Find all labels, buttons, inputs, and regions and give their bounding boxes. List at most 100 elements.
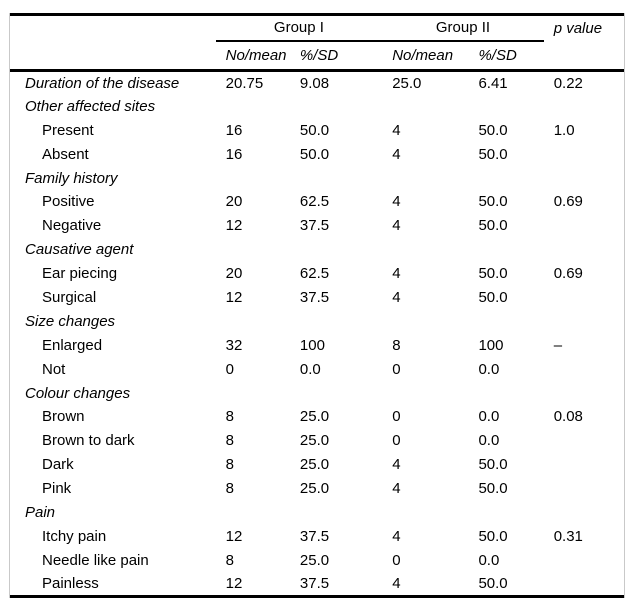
row-label: Ear piecing — [42, 265, 118, 283]
cell-value — [468, 381, 543, 405]
cell-value: 0.69 — [553, 193, 583, 211]
group-header-row: Group I Group II p value — [10, 14, 624, 42]
cell-value — [468, 501, 543, 525]
subheader-pct-sd-group1: %/SD — [299, 46, 339, 64]
cell-value: 4 — [392, 574, 401, 592]
table-row: Not 0 0.0 0 0.0 — [10, 357, 624, 381]
cell-value — [544, 94, 624, 118]
cell-value: 25.0 — [299, 456, 330, 474]
cell-value: 8 — [225, 551, 234, 569]
cell-value: 0 — [225, 360, 234, 378]
cell-value — [544, 548, 624, 572]
cell-value: 8 — [225, 456, 234, 474]
table-row: Colour changes — [10, 381, 624, 405]
cell-value — [216, 166, 290, 190]
cell-value: 8 — [392, 336, 401, 354]
cell-value: 50.0 — [478, 265, 508, 283]
cell-value — [290, 238, 382, 262]
cell-value: 50.0 — [478, 193, 508, 211]
cell-value — [290, 309, 382, 333]
cell-value — [544, 142, 624, 166]
cell-value: 100 — [299, 336, 325, 354]
row-label: Duration of the disease — [10, 69, 216, 95]
cell-value — [544, 357, 624, 381]
table-row: Other affected sites — [10, 94, 624, 118]
row-label: Needle like pain — [42, 551, 149, 569]
empty-header-cell — [10, 41, 216, 71]
cell-value: 4 — [392, 288, 401, 306]
table-row: Absent 16 50.0 4 50.0 — [10, 142, 624, 166]
row-label: Not — [42, 360, 66, 378]
cell-value: 0 — [392, 408, 401, 426]
cell-value — [544, 501, 624, 525]
cell-value — [468, 166, 543, 190]
cell-value — [544, 429, 624, 453]
row-label: Size changes — [25, 312, 116, 330]
table-row: Enlarged 32 100 8 100 – — [10, 333, 624, 357]
cell-value — [468, 94, 543, 118]
cell-value — [468, 309, 543, 333]
cell-value: 37.5 — [299, 217, 330, 235]
cell-value: 0.69 — [553, 265, 583, 283]
row-label: Surgical — [42, 288, 97, 306]
cell-value — [544, 286, 624, 310]
cell-value — [290, 381, 382, 405]
cell-value: 4 — [392, 145, 401, 163]
cell-value — [216, 381, 290, 405]
cell-value: 20 — [225, 193, 243, 211]
cell-value: 0.08 — [553, 408, 583, 426]
cell-value — [382, 166, 468, 190]
cell-value: 4 — [392, 217, 401, 235]
table-row: Present 16 50.0 4 50.0 1.0 — [10, 118, 624, 142]
cell-value: 100 — [478, 336, 504, 354]
table-body: Duration of the disease 20.75 9.08 25.0 … — [10, 69, 624, 597]
cell-value: 6.41 — [468, 69, 544, 95]
row-label: Absent — [42, 145, 89, 163]
cell-value: 50.0 — [478, 456, 508, 474]
cell-value — [290, 166, 382, 190]
cell-value: 50.0 — [478, 145, 508, 163]
subheader-pct-sd-group2: %/SD — [478, 46, 517, 64]
cell-value: 16 — [225, 145, 243, 163]
cell-value: 8 — [225, 480, 234, 498]
group2-header: Group II — [382, 14, 544, 42]
cell-value: 62.5 — [299, 193, 330, 211]
table-row: Negative 12 37.5 4 50.0 — [10, 214, 624, 238]
cell-value — [216, 94, 290, 118]
table-row: Duration of the disease 20.75 9.08 25.0 … — [10, 69, 624, 95]
cell-value: 4 — [392, 121, 401, 139]
cell-value: 8 — [225, 432, 234, 450]
cell-value: 50.0 — [299, 145, 330, 163]
cell-value: 0.22 — [543, 69, 624, 95]
cell-value — [382, 309, 468, 333]
table-header: Group I Group II p value No/mean %/SD No… — [10, 14, 624, 71]
row-label: Pink — [42, 480, 72, 498]
cell-value: 4 — [392, 193, 401, 211]
cell-value: 50.0 — [478, 121, 508, 139]
row-label: Brown — [42, 408, 85, 426]
cell-value — [290, 94, 382, 118]
cell-value: 50.0 — [478, 480, 508, 498]
row-label: Family history — [25, 169, 118, 187]
table-row: Itchy pain 12 37.5 4 50.0 0.31 — [10, 524, 624, 548]
cell-value — [544, 214, 624, 238]
row-label: Causative agent — [25, 241, 134, 259]
table-row: Brown to dark 8 25.0 0 0.0 — [10, 429, 624, 453]
row-label: Painless — [42, 574, 99, 592]
p-value-header: p value — [553, 20, 603, 37]
table-row: Pain — [10, 501, 624, 525]
cell-value — [544, 238, 624, 262]
cell-value: 37.5 — [299, 288, 330, 306]
cell-value: 25.0 — [382, 69, 469, 95]
table-row: Dark 8 25.0 4 50.0 — [10, 453, 624, 477]
row-label: Brown to dark — [42, 432, 135, 450]
cell-value: 20 — [225, 265, 243, 283]
cell-value — [216, 501, 290, 525]
cell-value: 0.0 — [299, 360, 321, 378]
cell-value: 0.0 — [478, 360, 500, 378]
cell-value: 50.0 — [478, 574, 508, 592]
row-label: Enlarged — [42, 336, 103, 354]
cell-value — [290, 501, 382, 525]
row-label: Negative — [42, 217, 102, 235]
